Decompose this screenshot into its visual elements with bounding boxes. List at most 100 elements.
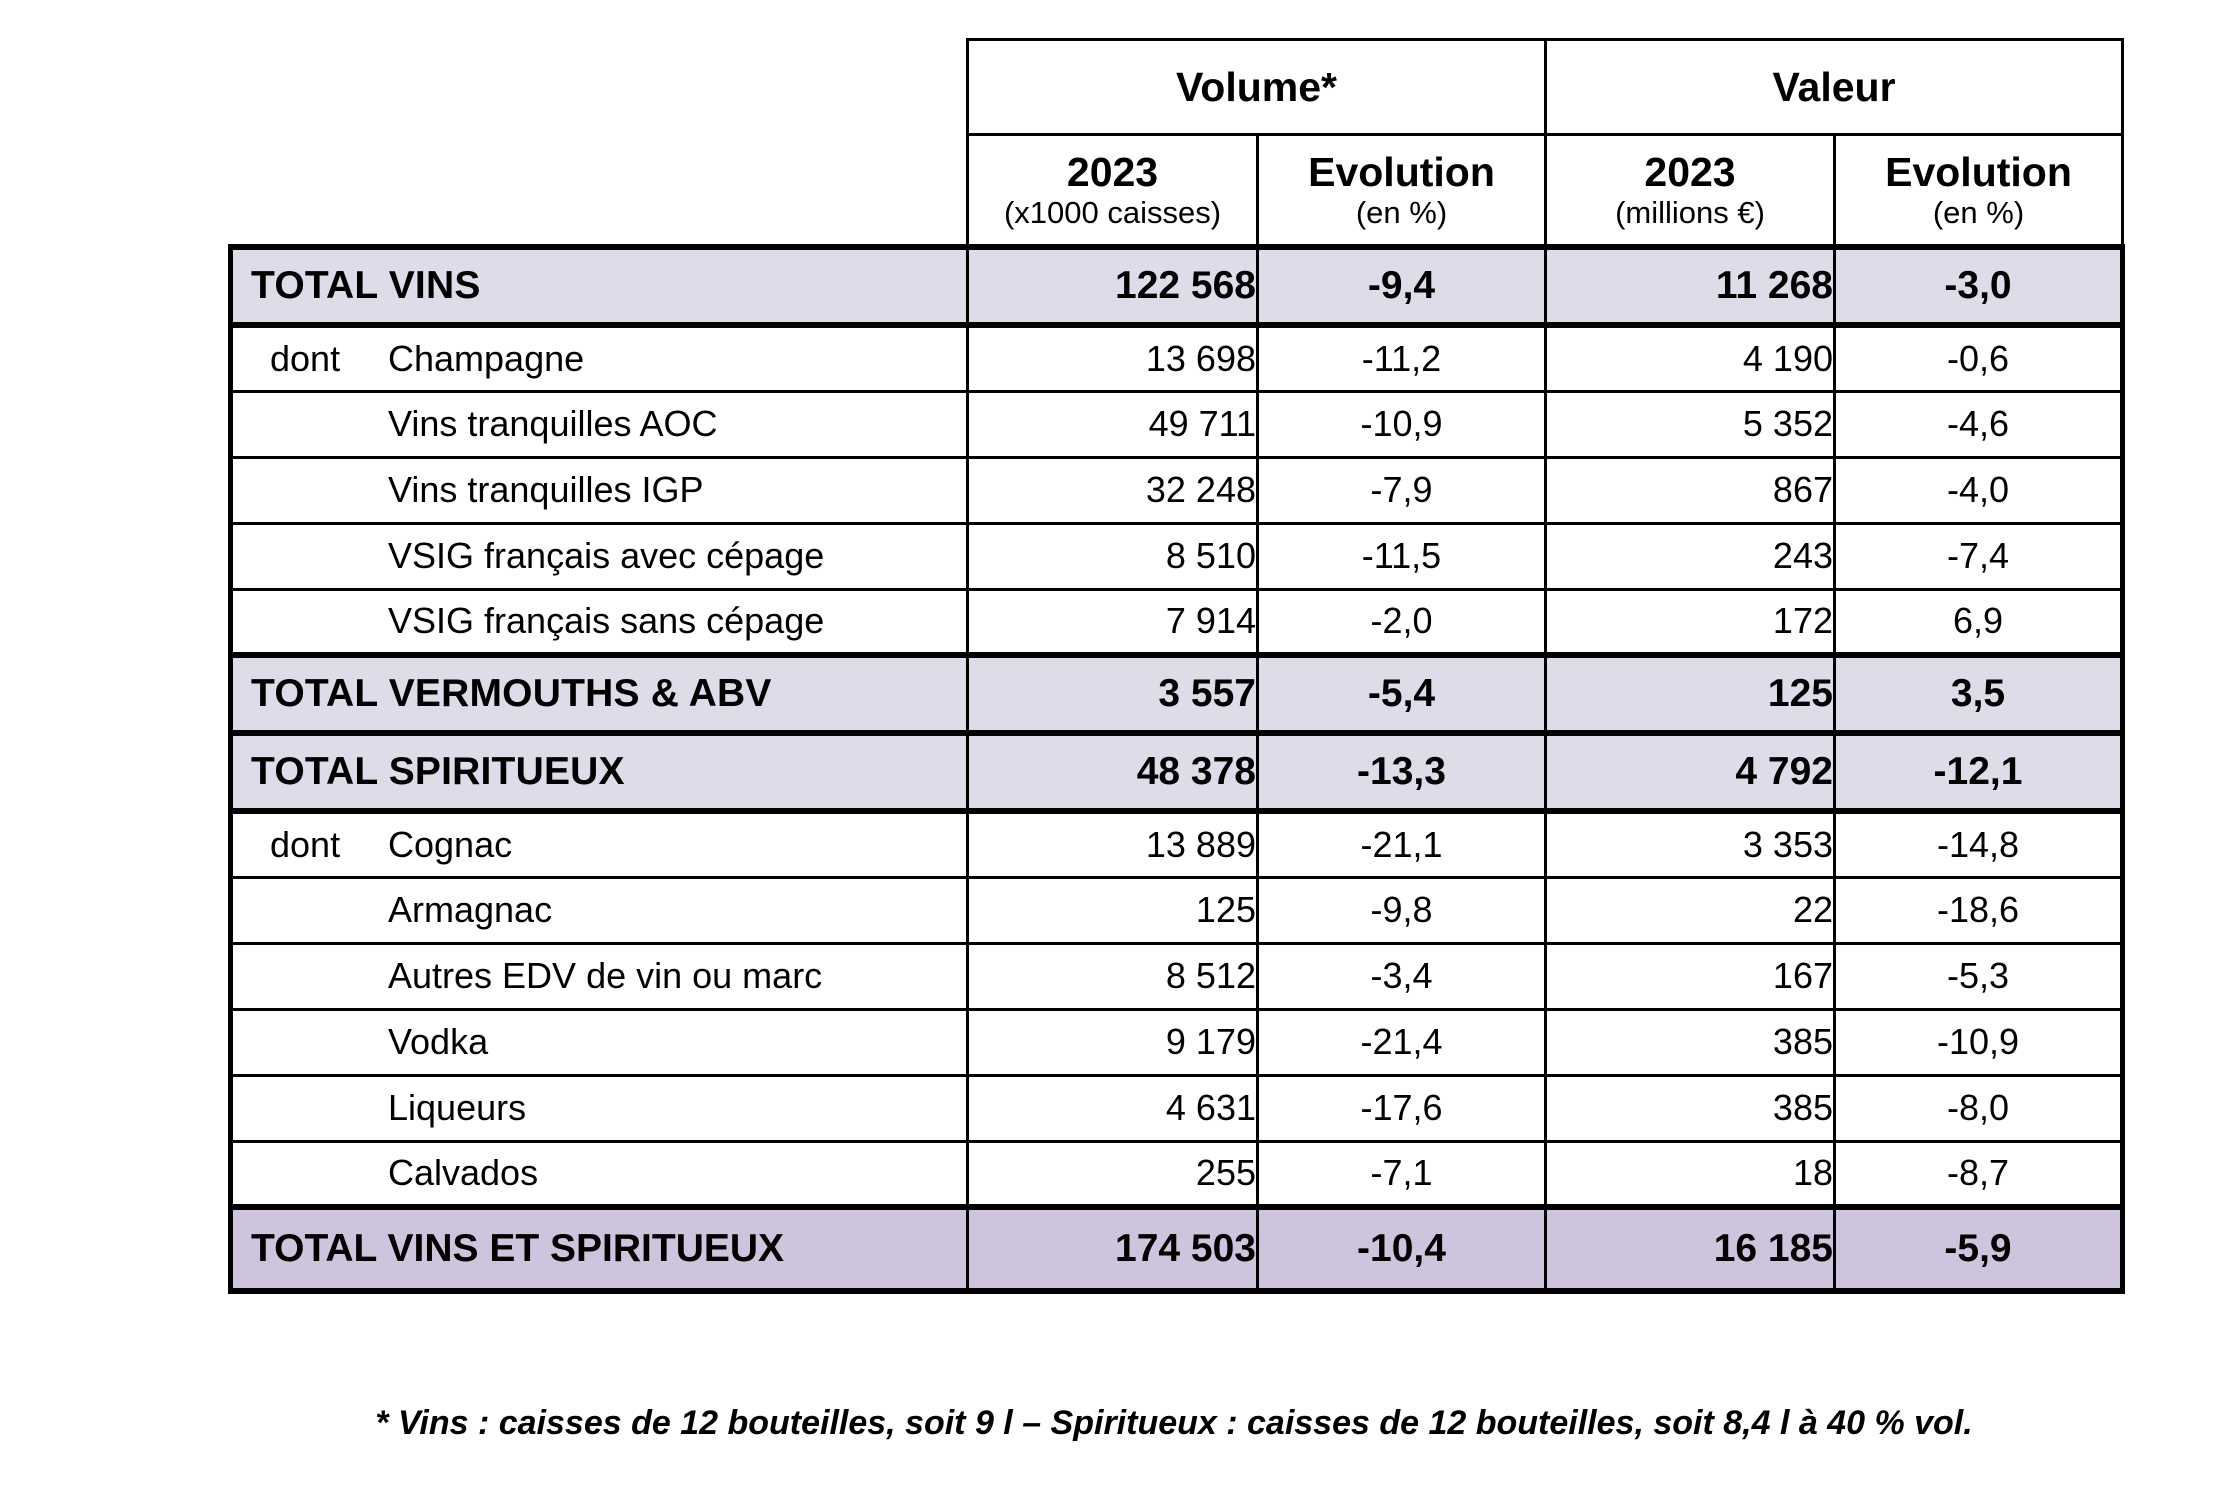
valeur-2023-value: 167 [1544, 941, 1836, 1011]
detail-label: Vins tranquilles IGP [388, 469, 704, 510]
header-corner-spacer-2 [230, 134, 968, 247]
detail-label: Liqueurs [388, 1087, 527, 1128]
detail-label: Vodka [388, 1021, 489, 1062]
header-volume-evolution-unit: (en %) [1355, 194, 1448, 230]
valeur-evolution-value: -7,4 [1833, 521, 2125, 591]
volume-2023-value: 7 914 [966, 587, 1259, 657]
detail-label: VSIG français avec cépage [388, 535, 825, 576]
subtotal-label: TOTAL VINS [228, 244, 969, 328]
grand-total-row: TOTAL VINS ET SPIRITUEUX 174 503 -10,4 16 1… [228, 1204, 2125, 1294]
dont-marker: dont [270, 823, 341, 865]
valeur-evolution-value: -5,3 [1833, 941, 2125, 1011]
header-volume-evolution: Evolution (en %) [1256, 133, 1547, 249]
valeur-evolution-value: -0,6 [1833, 323, 2125, 393]
row-label-cell: dont Champagne [228, 323, 969, 393]
volume-evolution-value: -17,6 [1256, 1073, 1547, 1143]
valeur-evolution-value: 6,9 [1833, 587, 2125, 657]
valeur-2023-value: 125 [1544, 652, 1836, 736]
header-corner-spacer [230, 39, 968, 135]
header-volume-2023-title: 2023 [1066, 148, 1159, 195]
valeur-2023-value: 172 [1544, 587, 1836, 657]
volume-evolution-value: -5,4 [1256, 652, 1547, 736]
volume-evolution-value: -9,8 [1256, 875, 1547, 945]
volume-2023-value: 49 711 [966, 389, 1259, 459]
detail-row: VSIG français sans cépage 7 914 -2,0 172 6,9 [228, 587, 2125, 657]
row-label-cell: Armagnac [228, 875, 969, 945]
header-valeur-evolution-unit: (en %) [1932, 194, 2025, 230]
row-label-cell: Vins tranquilles IGP [228, 455, 969, 525]
valeur-2023-value: 3 353 [1544, 809, 1836, 879]
grand-total-label: TOTAL VINS ET SPIRITUEUX [228, 1204, 969, 1294]
table-footnote: * Vins : caisses de 12 bouteilles, soit … [375, 1404, 1973, 1442]
valeur-2023-value: 4 190 [1544, 323, 1836, 393]
valeur-2023-value: 385 [1544, 1073, 1836, 1143]
detail-label-wrapper: Armagnac [233, 889, 966, 931]
volume-2023-value: 48 378 [966, 730, 1259, 814]
valeur-evolution-value: -4,6 [1833, 389, 2125, 459]
header-volume-2023: 2023 (x1000 caisses) [966, 133, 1259, 249]
valeur-2023-value: 4 792 [1544, 730, 1836, 814]
subtotal-row: TOTAL SPIRITUEUX 48 378 -13,3 4 792 -12,1 [228, 730, 2125, 814]
valeur-evolution-value: -14,8 [1833, 809, 2125, 879]
valeur-evolution-value: -10,9 [1833, 1007, 2125, 1077]
volume-2023-value: 3 557 [966, 652, 1259, 736]
detail-label-wrapper: Vins tranquilles IGP [233, 469, 966, 511]
detail-row: Autres EDV de vin ou marc 8 512 -3,4 167 -5,… [228, 941, 2125, 1011]
row-label-cell: Calvados [228, 1139, 969, 1209]
valeur-2023-value: 11 268 [1544, 244, 1836, 328]
volume-2023-value: 8 512 [966, 941, 1259, 1011]
valeur-evolution-value: -3,0 [1833, 244, 2125, 328]
valeur-evolution-value: -4,0 [1833, 455, 2125, 525]
detail-label-wrapper: dont Cognac [233, 824, 966, 866]
volume-evolution-value: -9,4 [1256, 244, 1547, 328]
header-valeur-2023-title: 2023 [1644, 148, 1736, 195]
detail-label: Armagnac [388, 889, 553, 930]
volume-2023-value: 255 [966, 1139, 1259, 1209]
header-group-volume: Volume* [966, 38, 1547, 136]
header-valeur-evolution: Evolution (en %) [1833, 133, 2124, 249]
header-group-row: Volume* Valeur [230, 38, 2124, 136]
volume-evolution-value: -11,2 [1256, 323, 1547, 393]
volume-2023-value: 4 631 [966, 1073, 1259, 1143]
volume-evolution-value: -13,3 [1256, 730, 1547, 814]
row-label-cell: Vodka [228, 1007, 969, 1077]
volume-evolution-value: -11,5 [1256, 521, 1547, 591]
detail-label: Vins tranquilles AOC [388, 403, 718, 444]
valeur-evolution-value: -12,1 [1833, 730, 2125, 814]
volume-evolution-value: -21,1 [1256, 809, 1547, 879]
volume-evolution-value: -10,9 [1256, 389, 1547, 459]
header-volume-2023-unit: (x1000 caisses) [1003, 194, 1222, 230]
volume-2023-value: 174 503 [966, 1204, 1259, 1294]
detail-row: Calvados 255 -7,1 18 -8,7 [228, 1139, 2125, 1209]
volume-evolution-value: -2,0 [1256, 587, 1547, 657]
volume-2023-value: 9 179 [966, 1007, 1259, 1077]
valeur-2023-value: 22 [1544, 875, 1836, 945]
header-subrow: 2023 (x1000 caisses) Evolution (en %) 2023 (m… [230, 133, 2124, 249]
detail-label-wrapper: Calvados [233, 1152, 966, 1194]
detail-label-wrapper: VSIG français sans cépage [233, 600, 966, 642]
valeur-2023-value: 243 [1544, 521, 1836, 591]
header-group-valeur: Valeur [1544, 38, 2124, 136]
valeur-2023-value: 18 [1544, 1139, 1836, 1209]
volume-2023-value: 8 510 [966, 521, 1259, 591]
detail-row: dont Cognac 13 889 -21,1 3 353 -14,8 [228, 809, 2125, 879]
detail-label: VSIG français sans cépage [388, 600, 825, 642]
header-valeur-evolution-title: Evolution [1885, 148, 2072, 195]
volume-2023-value: 13 698 [966, 323, 1259, 393]
volume-2023-value: 125 [966, 875, 1259, 945]
volume-2023-value: 13 889 [966, 809, 1259, 879]
valeur-evolution-value: -18,6 [1833, 875, 2125, 945]
header-valeur-2023: 2023 (millions €) [1544, 133, 1836, 249]
row-label-cell: VSIG français sans cépage [228, 587, 969, 657]
valeur-2023-value: 5 352 [1544, 389, 1836, 459]
valeur-2023-value: 867 [1544, 455, 1836, 525]
volume-2023-value: 32 248 [966, 455, 1259, 525]
detail-label-wrapper: Vodka [233, 1021, 966, 1063]
valeur-evolution-value: -8,0 [1833, 1073, 2125, 1143]
detail-label-wrapper: VSIG français avec cépage [233, 535, 966, 577]
dont-marker: dont [270, 337, 341, 379]
row-label-cell: Vins tranquilles AOC [228, 389, 969, 459]
detail-row: dont Champagne 13 698 -11,2 4 190 -0,6 [228, 323, 2125, 393]
volume-2023-value: 122 568 [966, 244, 1259, 328]
